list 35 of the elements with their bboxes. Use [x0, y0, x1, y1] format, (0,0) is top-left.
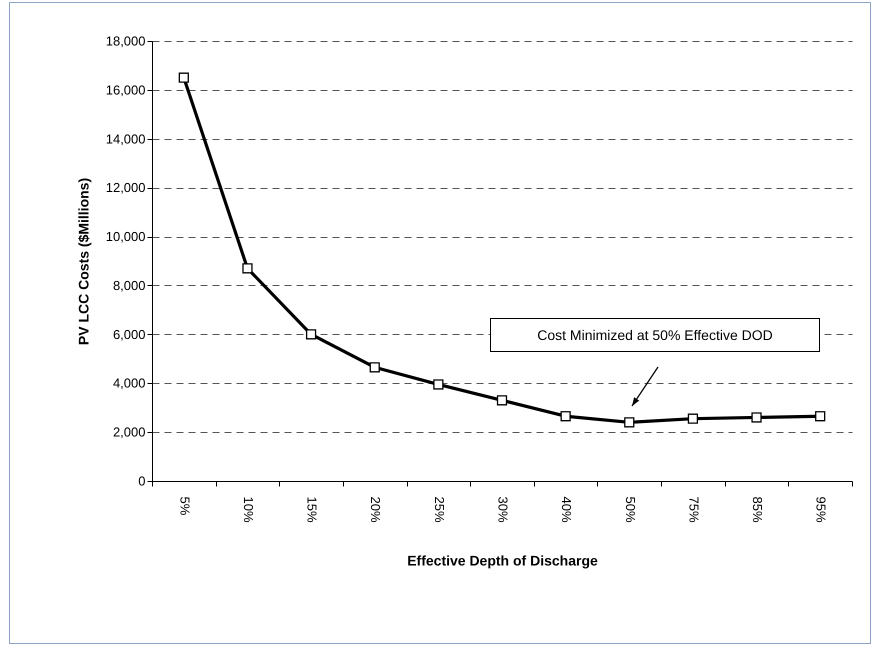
x-tick-label: 15% — [304, 496, 320, 523]
y-tick-label: 6,000 — [112, 326, 146, 342]
y-axis-title: PV LCC Costs ($Millions) — [76, 178, 92, 346]
point — [370, 362, 380, 372]
point — [560, 411, 571, 422]
x-tick-label: 10% — [240, 496, 256, 523]
x-tick-label: 95% — [814, 496, 829, 523]
y-tick-label: 12,000 — [106, 180, 146, 196]
x-tick-label: 30% — [496, 496, 510, 523]
y-tick-label: 16,000 — [106, 82, 146, 98]
callout-box: Cost Minimized at 50% Effective DOD — [490, 318, 820, 352]
x-tick-label: 5% — [177, 496, 192, 516]
point — [306, 329, 316, 340]
x-tick-label: 20% — [368, 496, 384, 523]
point — [815, 411, 826, 422]
point — [496, 395, 508, 406]
point — [242, 263, 253, 274]
x-tick-label: 25% — [432, 496, 447, 523]
point — [751, 412, 762, 423]
y-tick-label: 18,000 — [106, 34, 146, 48]
y-tick-label: 14,000 — [106, 131, 146, 146]
y-tick-label: 2,000 — [112, 424, 146, 440]
y-tick-label: 10,000 — [106, 229, 146, 244]
y-tick-label: 0 — [138, 474, 146, 488]
x-tick-label: 75% — [686, 496, 702, 523]
x-tick-label: 85% — [750, 496, 766, 523]
x-axis-title: Effective Depth of Discharge — [407, 552, 598, 569]
point — [433, 379, 444, 390]
y-tick-label: 8,000 — [112, 278, 146, 293]
x-tick-label: 40% — [559, 496, 574, 523]
point — [178, 72, 189, 83]
point — [624, 417, 634, 428]
x-tick-label: 50% — [622, 496, 638, 523]
point — [688, 414, 698, 424]
y-tick-label: 4,000 — [112, 376, 146, 391]
